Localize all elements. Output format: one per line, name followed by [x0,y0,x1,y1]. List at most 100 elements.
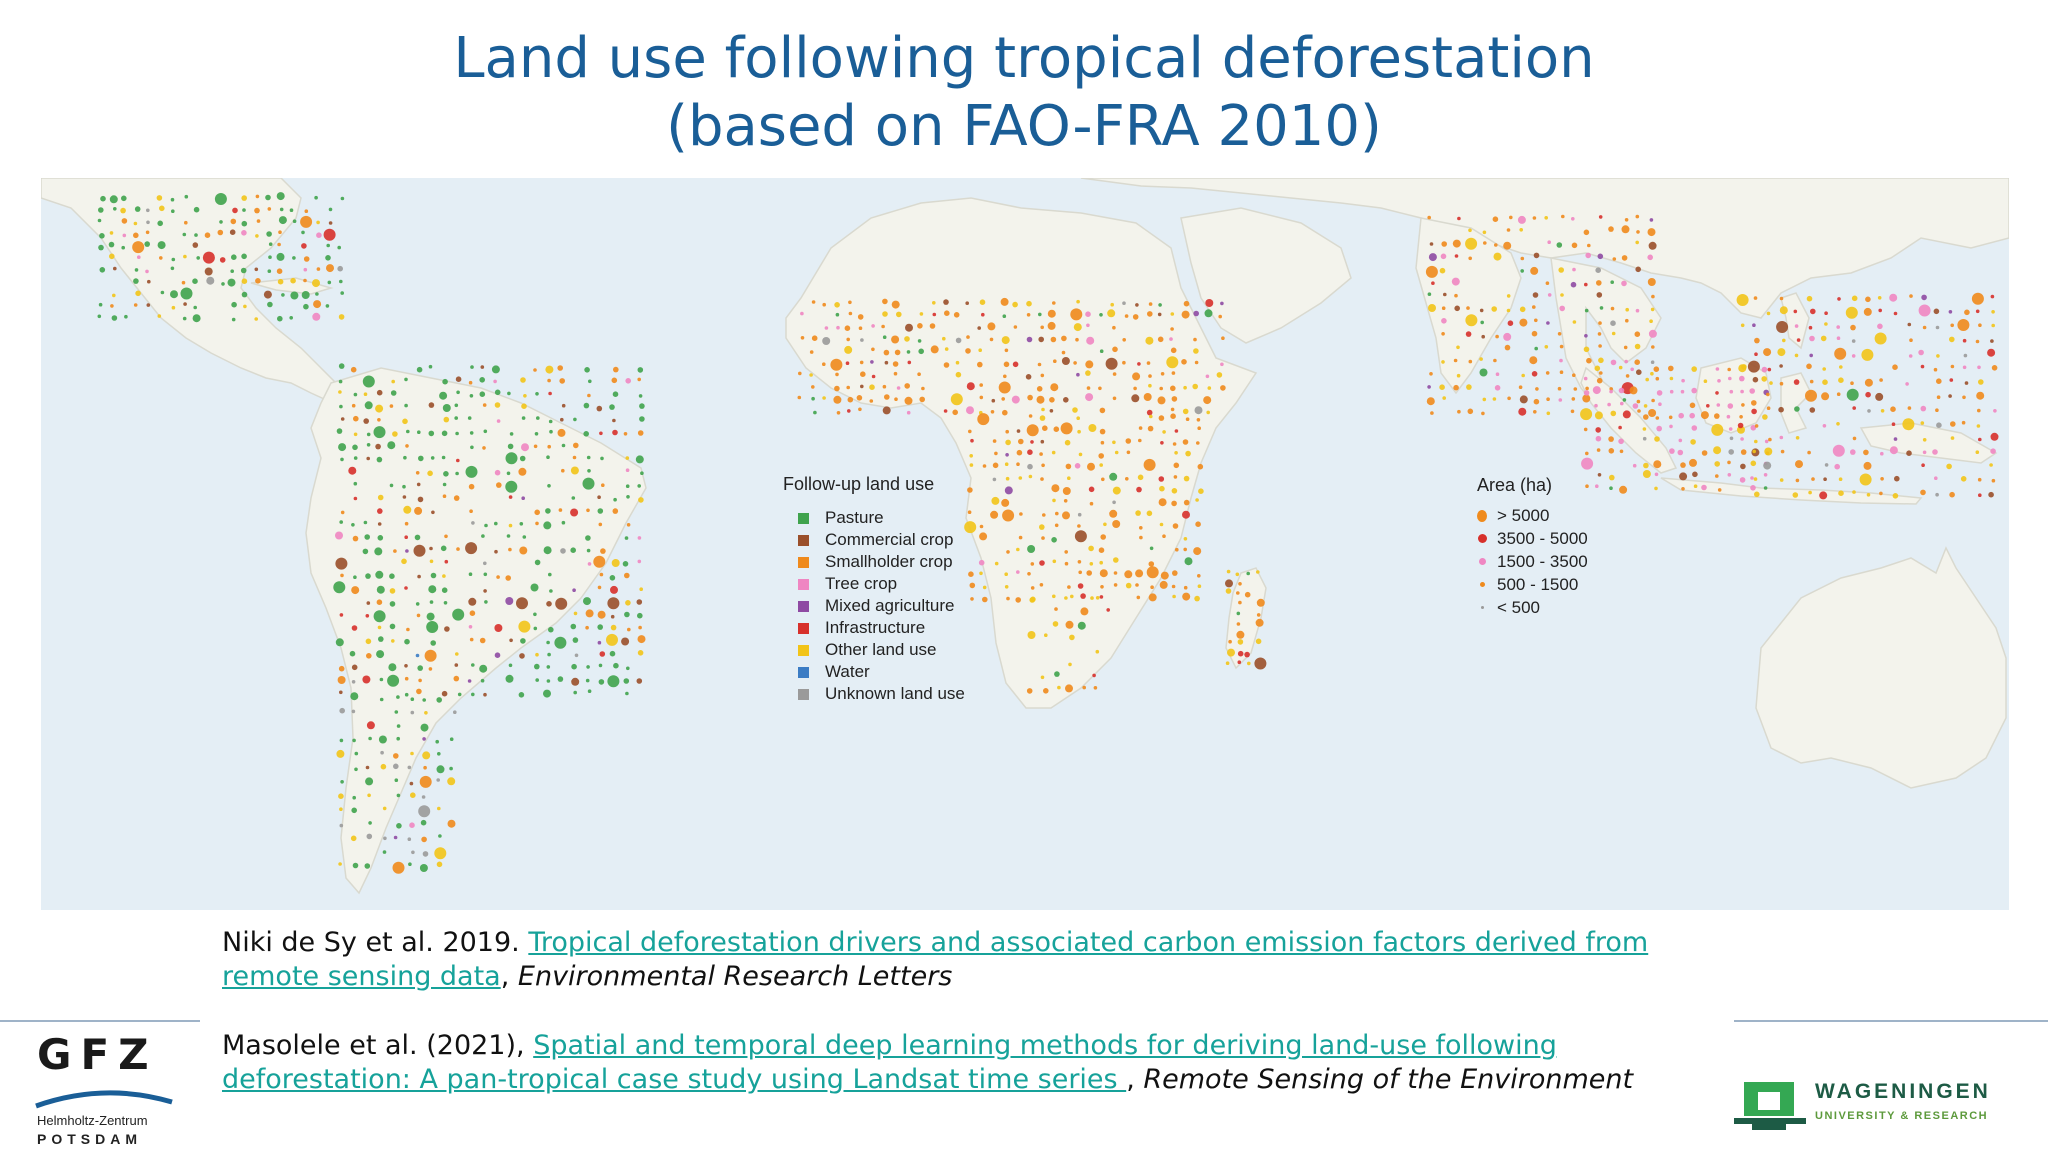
deforestation-point [1751,408,1757,415]
deforestation-point [598,679,605,685]
deforestation-point [217,229,224,236]
deforestation-point [1074,530,1087,543]
deforestation-point [1808,490,1812,495]
deforestation-point [932,301,936,305]
deforestation-point [1044,633,1048,637]
deforestation-point [404,676,409,681]
deforestation-point [1571,242,1578,249]
deforestation-point [413,544,426,557]
deforestation-point [290,277,296,284]
reference-1-link[interactable]: Tropical deforestation drivers and assoc… [222,927,1649,992]
reference-2-link[interactable]: Spatial and temporal deep learning metho… [222,1030,1557,1095]
deforestation-point [362,375,375,388]
deforestation-point [637,612,643,619]
deforestation-point [1949,378,1954,382]
deforestation-point [401,558,407,565]
deforestation-point [1171,488,1178,494]
deforestation-point [597,585,602,590]
deforestation-point [441,690,448,697]
deforestation-point [1936,354,1940,358]
deforestation-point [884,394,890,400]
deforestation-point [1583,229,1590,236]
deforestation-point [1198,488,1204,495]
deforestation-point [1779,478,1784,482]
deforestation-point [1648,241,1657,250]
deforestation-point [1530,266,1539,275]
deforestation-point [268,255,272,259]
deforestation-point [519,455,526,462]
deforestation-point [597,508,604,514]
deforestation-point [1427,292,1432,296]
deforestation-point [121,218,128,224]
deforestation-point [1175,547,1179,552]
deforestation-point [1894,475,1900,482]
deforestation-point [977,361,983,368]
deforestation-point [1077,560,1082,564]
deforestation-point [1726,414,1731,419]
deforestation-point [979,383,983,387]
deforestation-point [1991,323,1995,328]
deforestation-point [882,384,887,389]
area-legend: Area (ha) > 5000 3500 - 5000 1500 - 3500 50… [1477,475,1588,619]
deforestation-point [1678,412,1684,419]
deforestation-point [546,665,551,669]
deforestation-point [1013,325,1018,329]
deforestation-point [1936,395,1941,399]
deforestation-point [1779,435,1784,440]
deforestation-point [508,523,513,528]
deforestation-point [406,627,410,632]
deforestation-point [1125,477,1129,481]
deforestation-point [182,316,187,321]
deforestation-point [389,623,396,630]
deforestation-point [377,418,381,422]
deforestation-point [1049,397,1055,403]
deforestation-point [1237,650,1244,657]
deforestation-point [1625,307,1629,312]
deforestation-point [417,665,424,671]
deforestation-point [435,739,440,744]
deforestation-point [328,221,333,225]
deforestation-point [1737,422,1744,429]
deforestation-point [443,601,448,605]
deforestation-point [1039,560,1045,566]
deforestation-point [1653,366,1660,372]
deforestation-point [1583,390,1590,396]
deforestation-point [396,736,401,741]
deforestation-point [1607,402,1611,407]
deforestation-point [1529,356,1538,365]
deforestation-point [389,573,395,579]
deforestation-point [353,496,358,501]
deforestation-point [1727,403,1734,409]
deforestation-point [109,231,114,235]
deforestation-point [219,257,226,263]
deforestation-point [230,218,237,225]
deforestation-point [891,335,900,344]
deforestation-point [929,323,936,329]
deforestation-point [1850,381,1854,385]
deforestation-point [350,692,359,701]
deforestation-point [292,219,297,223]
deforestation-point [1030,562,1035,566]
deforestation-point [547,378,551,383]
deforestation-point [906,410,911,415]
deforestation-point [1559,305,1565,312]
deforestation-point [193,206,200,213]
deforestation-point [1137,474,1144,481]
deforestation-point [1040,439,1045,444]
deforestation-point [871,347,875,352]
deforestation-point [622,561,629,567]
deforestation-point [146,303,151,307]
deforestation-point [325,304,330,308]
deforestation-point [1715,367,1720,371]
deforestation-point [1018,476,1023,480]
deforestation-point [1238,600,1242,605]
deforestation-point [1990,448,1996,455]
deforestation-point [1030,586,1035,590]
deforestation-point [1053,426,1060,432]
deforestation-point [363,520,368,525]
deforestation-point [982,596,988,603]
deforestation-point [373,426,386,439]
deforestation-point [350,835,357,842]
deforestation-point [110,304,114,308]
deforestation-point [1019,512,1023,516]
